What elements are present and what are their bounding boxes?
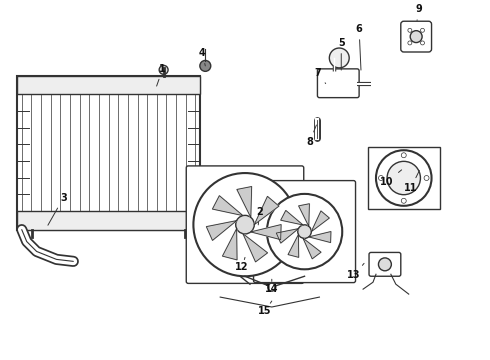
Text: 12: 12 [235, 257, 249, 272]
FancyBboxPatch shape [369, 252, 401, 276]
Circle shape [401, 198, 406, 203]
Text: 1: 1 [157, 64, 166, 86]
Polygon shape [222, 229, 237, 260]
Circle shape [298, 225, 311, 238]
Text: 10: 10 [380, 170, 402, 187]
Bar [17, 76, 200, 94]
Polygon shape [213, 196, 243, 216]
Polygon shape [311, 211, 329, 231]
Circle shape [408, 28, 412, 32]
Text: 13: 13 [347, 264, 364, 280]
Polygon shape [243, 234, 268, 262]
Text: 4: 4 [199, 48, 206, 66]
Circle shape [200, 60, 211, 71]
Circle shape [420, 28, 424, 32]
Text: 9: 9 [415, 4, 422, 21]
Circle shape [410, 31, 422, 42]
Text: 14: 14 [265, 279, 278, 294]
Circle shape [420, 41, 424, 45]
Bar [17, 211, 200, 230]
Polygon shape [276, 229, 298, 243]
Circle shape [378, 258, 392, 271]
Polygon shape [303, 238, 321, 259]
Circle shape [378, 176, 384, 180]
Polygon shape [298, 204, 309, 226]
Circle shape [329, 48, 349, 68]
Circle shape [194, 173, 296, 276]
Polygon shape [206, 221, 237, 240]
Polygon shape [281, 210, 303, 225]
Text: 8: 8 [306, 125, 317, 147]
Circle shape [401, 153, 406, 158]
Text: 7: 7 [314, 68, 326, 84]
Circle shape [236, 215, 254, 234]
Circle shape [424, 176, 429, 180]
Text: 11: 11 [404, 171, 419, 193]
Text: 3: 3 [48, 193, 67, 225]
Text: 6: 6 [356, 24, 363, 70]
FancyBboxPatch shape [318, 69, 359, 98]
Text: 15: 15 [258, 301, 272, 316]
Circle shape [159, 66, 168, 74]
Polygon shape [288, 235, 299, 257]
Text: 2: 2 [256, 207, 263, 225]
FancyBboxPatch shape [186, 166, 304, 283]
Text: 5: 5 [338, 38, 344, 70]
Bar [368, 148, 440, 208]
Polygon shape [251, 225, 281, 240]
Circle shape [387, 161, 420, 195]
Bar [17, 76, 200, 230]
Circle shape [408, 41, 412, 45]
FancyBboxPatch shape [253, 181, 356, 283]
FancyBboxPatch shape [401, 21, 432, 52]
Circle shape [268, 283, 276, 291]
Polygon shape [254, 196, 279, 225]
Polygon shape [237, 186, 252, 217]
Polygon shape [309, 231, 331, 243]
Circle shape [267, 194, 342, 269]
Circle shape [376, 150, 432, 206]
